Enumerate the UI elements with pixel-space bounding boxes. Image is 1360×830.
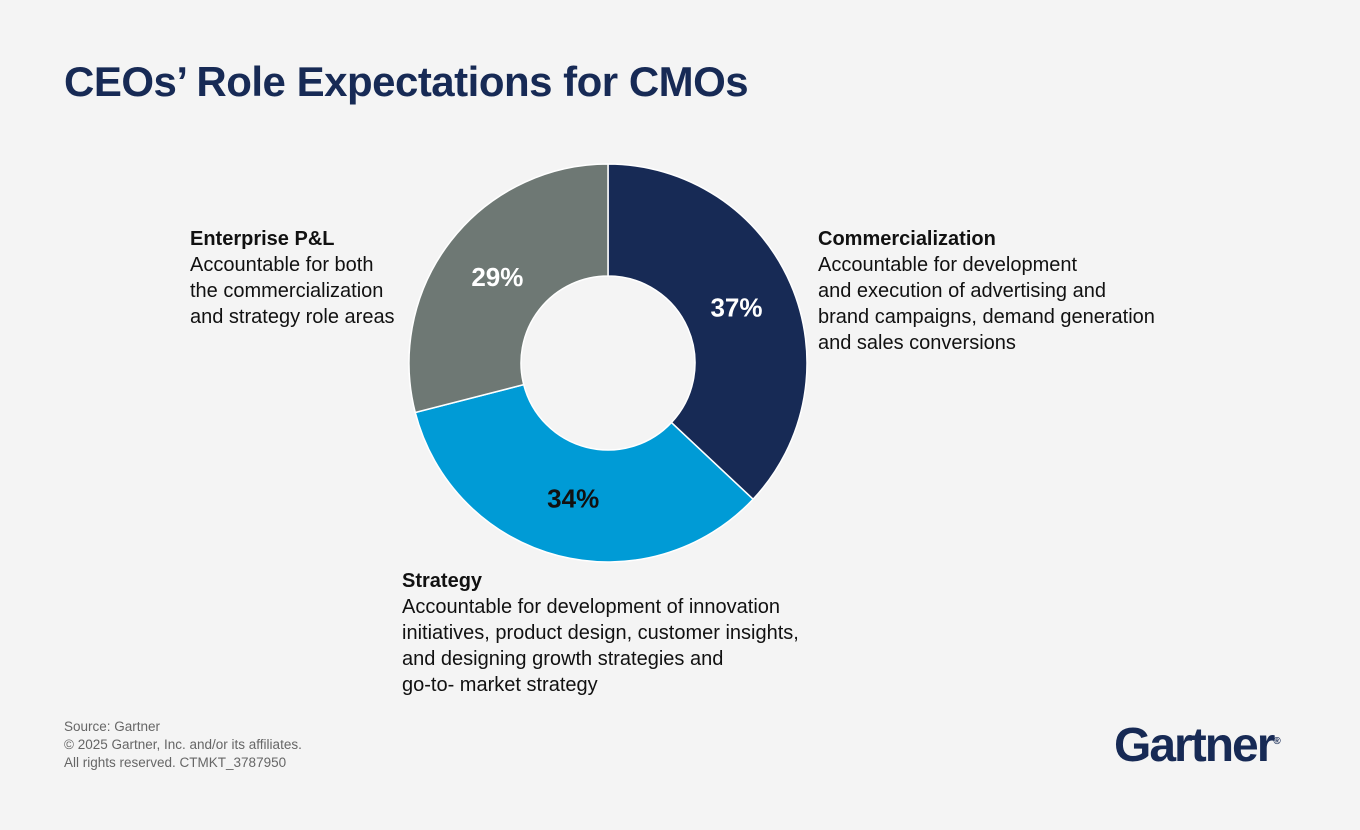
- page-title: CEOs’ Role Expectations for CMOs: [64, 58, 749, 105]
- slice-strategy: [414, 383, 755, 563]
- annotation-enterprise-pl: Enterprise P&L Accountable for both the …: [190, 226, 395, 330]
- annotation-description: Accountable for development of innovatio…: [402, 596, 799, 696]
- annotation-commercialization: Commercialization Accountable for develo…: [818, 226, 1155, 356]
- source-text: Source: Gartner: [64, 719, 161, 734]
- logo-mark: ®: [1273, 736, 1281, 747]
- copyright-text: © 2025 Gartner, Inc. and/or its affiliat…: [64, 737, 302, 752]
- annotation-description: Accountable for both the commercializati…: [190, 254, 395, 328]
- annotation-title: Strategy: [402, 570, 483, 592]
- data-label: 37%: [710, 292, 762, 322]
- data-label: 34%: [547, 484, 599, 514]
- annotation-title: Enterprise P&L: [190, 228, 335, 250]
- annotation-description: Accountable for development and executio…: [818, 254, 1155, 354]
- slice-commercialization: [607, 163, 808, 501]
- rights-text: All rights reserved. CTMKT_3787950: [64, 755, 287, 770]
- data-label: 29%: [471, 262, 523, 292]
- gartner-logo: Gartner®: [1114, 718, 1281, 773]
- annotation-strategy: Strategy Accountable for development of …: [402, 568, 799, 698]
- footer: Source: Gartner © 2025 Gartner, Inc. and…: [64, 718, 302, 772]
- logo-text: Gartner: [1114, 719, 1275, 772]
- slice-enterprise-p-l: [408, 163, 609, 414]
- annotation-title: Commercialization: [818, 228, 996, 250]
